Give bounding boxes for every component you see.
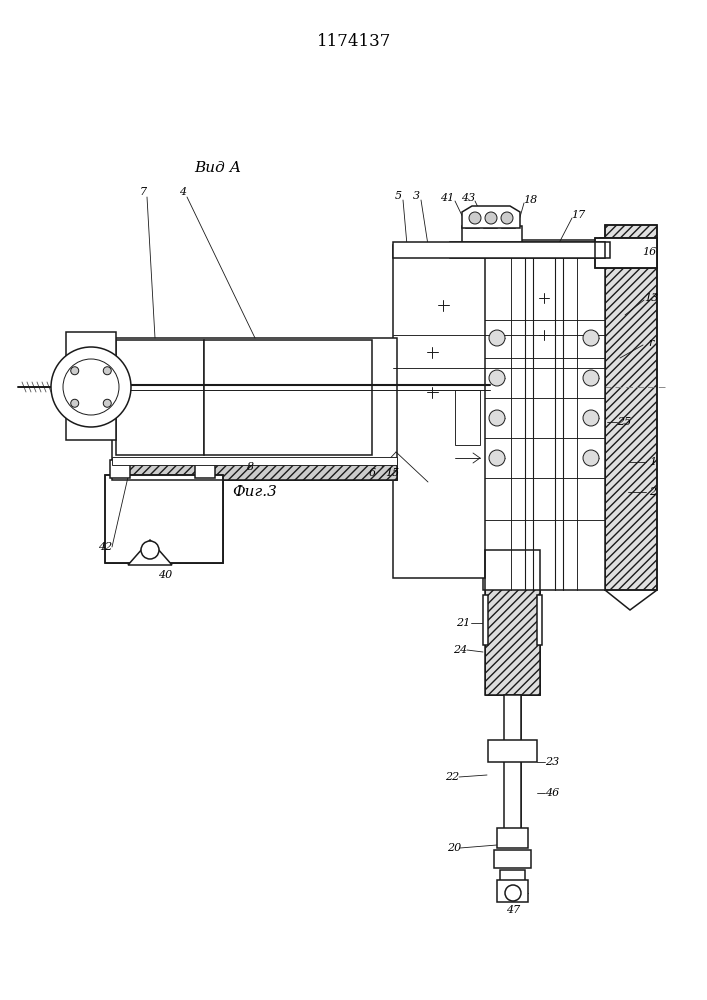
Text: 21: 21 — [456, 618, 470, 628]
Text: 40: 40 — [158, 570, 172, 580]
Bar — [605, 225, 657, 590]
Text: 47: 47 — [506, 905, 520, 915]
Bar — [110, 460, 130, 478]
Text: 22: 22 — [445, 772, 459, 782]
Circle shape — [489, 410, 505, 426]
Text: 43: 43 — [461, 193, 475, 203]
Bar — [484, 214, 497, 228]
Text: 23: 23 — [545, 757, 559, 767]
Text: 13: 13 — [644, 293, 658, 303]
Bar — [595, 238, 657, 268]
Bar — [483, 240, 605, 590]
Text: 46: 46 — [545, 788, 559, 798]
Circle shape — [63, 359, 119, 415]
Bar — [450, 242, 610, 258]
Text: 7: 7 — [139, 187, 146, 197]
Text: 17: 17 — [571, 210, 585, 220]
Bar — [488, 740, 537, 762]
Text: 3: 3 — [412, 191, 419, 201]
Circle shape — [51, 347, 131, 427]
Text: 16: 16 — [642, 247, 656, 257]
Text: 1174137: 1174137 — [317, 33, 391, 50]
Circle shape — [141, 541, 159, 559]
Bar — [500, 870, 525, 886]
Bar — [485, 550, 540, 695]
Bar — [466, 214, 479, 228]
Circle shape — [71, 367, 78, 375]
Bar — [105, 475, 223, 563]
Circle shape — [489, 330, 505, 346]
Bar — [204, 340, 372, 455]
Text: 8: 8 — [247, 462, 254, 472]
Text: 20: 20 — [447, 843, 461, 853]
Text: Фиг.3: Фиг.3 — [233, 485, 277, 499]
Bar — [595, 238, 657, 268]
Text: 18: 18 — [523, 195, 537, 205]
Bar — [112, 338, 397, 460]
Bar — [483, 595, 488, 645]
Bar — [462, 226, 522, 242]
Circle shape — [71, 399, 78, 407]
Circle shape — [583, 370, 599, 386]
Text: 1: 1 — [650, 457, 657, 467]
Text: 24: 24 — [453, 645, 467, 655]
Bar — [66, 332, 116, 440]
Bar — [497, 880, 528, 902]
Bar — [112, 460, 397, 480]
Bar — [112, 457, 397, 465]
Text: r: r — [648, 338, 654, 348]
Text: 25: 25 — [617, 417, 631, 427]
Circle shape — [485, 212, 497, 224]
Bar — [494, 850, 531, 868]
Circle shape — [489, 370, 505, 386]
Bar — [393, 245, 485, 578]
Bar — [502, 214, 515, 228]
Text: 42: 42 — [98, 542, 112, 552]
Text: 15: 15 — [385, 468, 399, 478]
Text: 4: 4 — [180, 187, 187, 197]
Text: 41: 41 — [440, 193, 454, 203]
Polygon shape — [128, 540, 172, 565]
Circle shape — [469, 212, 481, 224]
Circle shape — [505, 885, 521, 901]
Text: 5: 5 — [395, 191, 402, 201]
Bar — [195, 460, 215, 478]
Bar — [497, 828, 528, 848]
Circle shape — [583, 410, 599, 426]
Bar — [504, 695, 521, 840]
Text: Вид А: Вид А — [194, 161, 242, 175]
Bar — [537, 595, 542, 645]
Circle shape — [501, 212, 513, 224]
Circle shape — [583, 330, 599, 346]
Bar — [105, 475, 223, 563]
Bar — [600, 238, 652, 268]
Bar — [393, 242, 605, 258]
Bar — [116, 340, 204, 455]
Circle shape — [489, 450, 505, 466]
Bar — [105, 475, 223, 563]
Text: 2: 2 — [650, 487, 657, 497]
Circle shape — [103, 399, 111, 407]
Bar — [485, 550, 540, 695]
Circle shape — [583, 450, 599, 466]
Circle shape — [103, 367, 111, 375]
Bar — [112, 460, 397, 480]
Polygon shape — [462, 206, 520, 228]
Text: 6: 6 — [368, 468, 375, 478]
Bar — [455, 390, 480, 445]
Bar — [605, 225, 657, 590]
